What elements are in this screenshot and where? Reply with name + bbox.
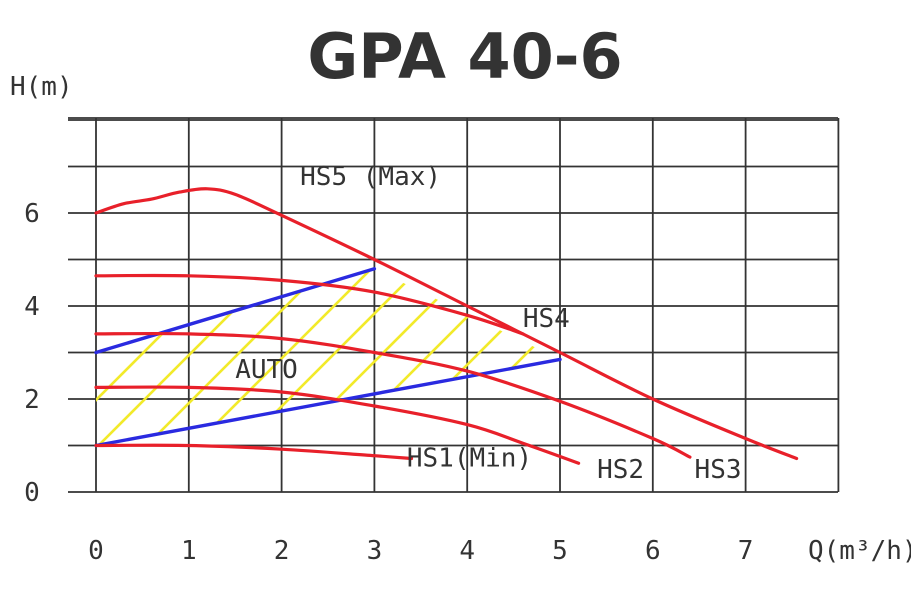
- x-tick-label: 0: [88, 536, 104, 566]
- curve-label: HS3: [695, 455, 742, 485]
- curves: [94, 187, 799, 465]
- hatch-line: [96, 268, 329, 446]
- hatch-line: [96, 268, 473, 446]
- hatch-line: [167, 268, 560, 446]
- hatch-line: [888, 120, 911, 520]
- x-tick-label: 1: [181, 536, 197, 566]
- chart-title: GPA 40-6: [307, 20, 622, 93]
- curve-hs3: [94, 331, 692, 459]
- y-tick-label: 0: [24, 478, 40, 508]
- hatch-line: [600, 120, 911, 520]
- y-tick-label: 2: [24, 385, 40, 415]
- y-axis-label: H(m): [10, 72, 73, 102]
- hatch-line: [263, 268, 560, 446]
- grid: [68, 117, 840, 493]
- hatch-line: [648, 120, 911, 520]
- curve-hs4: [94, 273, 525, 336]
- hatch-line: [96, 268, 281, 446]
- curve-hs1-min: [94, 443, 414, 461]
- x-tick-label: 6: [645, 536, 661, 566]
- curve-label: AUTO: [235, 355, 298, 385]
- x-tick-label: 7: [738, 536, 754, 566]
- x-tick-label: 2: [274, 536, 290, 566]
- x-tick-label: 4: [459, 536, 475, 566]
- x-tick-label: 3: [367, 536, 383, 566]
- curve-hs2: [94, 385, 581, 465]
- hatch-line: [744, 120, 911, 520]
- curve-label: HS4: [523, 304, 570, 334]
- hatch-line: [119, 268, 521, 446]
- curve-hs5-max: [94, 187, 799, 461]
- hatch-line: [840, 120, 911, 520]
- y-tick-label: 6: [24, 199, 40, 229]
- curve-label: HS5 (Max): [300, 162, 441, 192]
- hatch-line: [96, 268, 425, 446]
- auto-region-bounds: [94, 267, 562, 448]
- x-tick-label: 5: [552, 536, 568, 566]
- x-axis-label: Q(m³/h): [808, 536, 911, 566]
- curve-label: HS2: [597, 455, 644, 485]
- hatch-line: [215, 268, 560, 446]
- hatch-line: [792, 120, 911, 520]
- auto-upper-bound: [94, 267, 377, 355]
- curve-labels: HS5 (Max) HS4 AUTO HS1(Min) HS2 HS3: [235, 162, 741, 485]
- y-tick-label: 4: [24, 292, 40, 322]
- curve-label: HS1(Min): [407, 443, 532, 473]
- tick-labels: 0 1 2 3 4 5 6 7 0 2 4 6: [24, 199, 753, 566]
- hatch-line: [96, 268, 137, 446]
- hatch-line: [0, 120, 88, 520]
